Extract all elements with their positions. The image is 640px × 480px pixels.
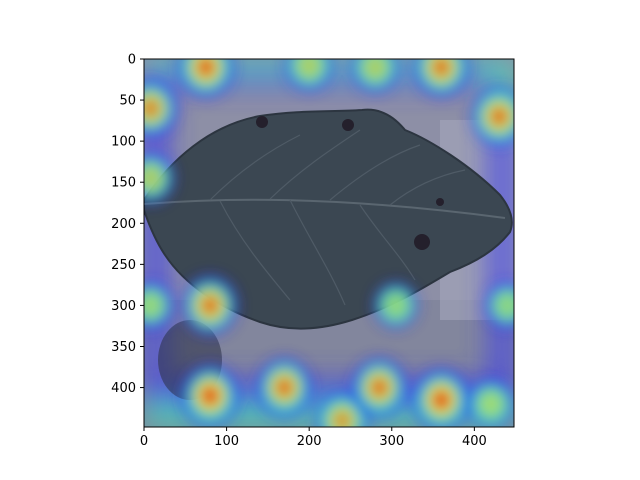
x-tick-label: 300	[379, 434, 404, 449]
hotspot-ring	[367, 59, 384, 76]
hotspot-ring	[384, 293, 408, 318]
hotspot-ring	[370, 377, 389, 398]
hotspot-ring	[144, 169, 159, 187]
x-tick-label: 400	[462, 434, 487, 449]
leaf-vein	[219, 200, 291, 301]
leaf-vein	[269, 129, 361, 200]
hotspot-ring	[431, 389, 451, 411]
hotspot-16	[466, 378, 514, 427]
hotspot-14	[350, 356, 409, 420]
heat-hotspots	[144, 59, 514, 427]
heatmap-plot-area	[144, 59, 514, 427]
y-tick-label: 250	[111, 258, 136, 273]
x-tick-label: 0	[140, 434, 148, 449]
hotspot-9	[483, 280, 514, 330]
leaf-vein	[209, 134, 301, 201]
leaf-spot	[414, 234, 430, 250]
hotspot-11	[179, 362, 241, 427]
y-tick-label: 150	[111, 176, 136, 191]
y-tick-label: 300	[111, 299, 136, 314]
y-tick-label: 400	[111, 381, 136, 396]
leaf-spot	[256, 116, 268, 128]
hotspot-ring	[196, 59, 216, 78]
hotspot-6	[144, 151, 176, 205]
hotspot-0	[176, 59, 236, 100]
hotspot-ring	[144, 292, 163, 319]
hotspot-8	[144, 280, 175, 331]
hotspot-ring	[275, 377, 294, 398]
hotspot-3	[412, 59, 471, 99]
x-axis: 0 100 200 300 400	[140, 427, 487, 449]
hotspot-ring	[490, 106, 509, 127]
hotspot-ring	[333, 411, 351, 427]
hotspot-ring	[495, 293, 514, 318]
hotspot-7	[180, 273, 240, 337]
leaf-vein	[289, 199, 346, 306]
hotspot-ring	[200, 385, 220, 406]
leaf-spot	[436, 198, 444, 206]
hotspot-1	[283, 59, 335, 93]
leaf-vein	[389, 169, 466, 206]
y-axis: 0 50 100 150 200 250 300 350 400	[111, 53, 144, 396]
hotspot-ring	[478, 391, 504, 417]
leaf-midrib	[144, 198, 506, 219]
hotspot-2	[349, 59, 401, 94]
y-tick-label: 200	[111, 217, 136, 232]
hotspot-15	[410, 366, 472, 427]
hotspot-ring	[301, 59, 317, 74]
hotspot-12	[255, 356, 314, 420]
plot-frame	[143, 58, 515, 428]
hotspot-ring	[144, 98, 160, 118]
hotspot-ring	[201, 295, 220, 316]
hotspot-4	[144, 77, 180, 139]
y-tick-label: 0	[128, 53, 136, 68]
y-tick-label: 350	[111, 340, 136, 355]
leaf-vein	[329, 144, 421, 201]
x-tick-label: 200	[297, 434, 322, 449]
leaf-vein	[359, 204, 416, 281]
hotspot-ring	[432, 59, 451, 77]
y-tick-label: 50	[119, 94, 136, 109]
leaf-spot	[342, 119, 354, 131]
hotspot-10	[372, 280, 420, 330]
x-tick-label: 100	[214, 434, 239, 449]
hotspot-5	[469, 85, 514, 148]
y-tick-label: 100	[111, 135, 136, 150]
